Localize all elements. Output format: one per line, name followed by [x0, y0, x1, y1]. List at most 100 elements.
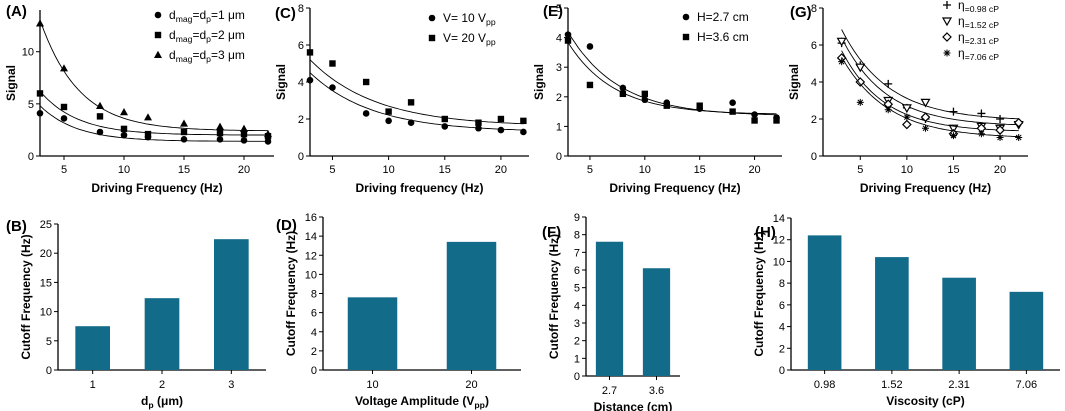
- legend-marker: [428, 34, 436, 42]
- legend-label-part: mag: [176, 14, 193, 24]
- legend-label-part: V= 20 V: [443, 31, 486, 45]
- y-axis-label: Signal: [274, 64, 288, 100]
- y-tick-label: 9: [574, 212, 580, 224]
- x-tick-label: 5: [61, 164, 67, 176]
- data-point: [306, 49, 314, 56]
- data-point: [949, 107, 958, 116]
- legend-label: η=1.52 cP: [958, 14, 999, 30]
- data-point: [329, 84, 336, 91]
- y-tick-label: 3: [574, 318, 580, 330]
- legend-label-part: η: [958, 0, 965, 12]
- x-axis-label: Voltage Amplitude (Vpp): [355, 394, 489, 410]
- y-axis-label: Signal: [532, 64, 546, 100]
- data-point: [838, 58, 846, 66]
- legend-label-part: =2 μm: [211, 28, 245, 42]
- axes: 0 2 4 6 8 Signal 5 10 15 20 Driving frequency (Hz): [274, 3, 529, 195]
- axes: 0 1 2 3 4 5 6 7 8 9 Cutoff Frequency (Hz) 2.7 3.6 Dis…: [547, 212, 680, 411]
- x-tick-label: 2: [159, 379, 165, 391]
- legend-label: V= 10 Vpp: [443, 11, 496, 27]
- fit-curve: [567, 42, 777, 115]
- x-tick-label: 20: [465, 379, 477, 391]
- x-tick-label: 10: [118, 164, 130, 176]
- legend-label-part: p: [206, 34, 211, 44]
- y-tick-label: 16: [305, 212, 317, 224]
- fit-curve: [309, 72, 524, 131]
- y-tick-label: 6: [811, 40, 817, 52]
- panel-label: (F): [542, 224, 561, 241]
- y-tick-label: 4: [811, 77, 817, 89]
- data-point: [1015, 134, 1023, 141]
- data-point: [977, 130, 985, 138]
- series-2: η=1.52 cP: [836, 14, 1024, 134]
- data-point: [884, 79, 893, 88]
- panel-label: (A): [6, 3, 27, 20]
- legend-label: H=3.6 cm: [697, 30, 749, 44]
- legend-marker: [942, 32, 952, 42]
- data-point: [977, 109, 986, 118]
- panel-D: (D) 0 2 4 6 8 10 12 14 16 Cutoff Frequency (Hz) 10 2…: [276, 212, 521, 410]
- x-axis-label-part: Distance (cm): [594, 400, 673, 411]
- data-point: [407, 99, 415, 106]
- panel-label: (C): [275, 5, 296, 22]
- y-tick-label: 5: [574, 283, 580, 295]
- y-tick-label: 2: [556, 92, 562, 104]
- x-axis-label-part: p: [148, 400, 153, 410]
- data-point: [884, 106, 892, 114]
- bar: [595, 241, 624, 376]
- x-axis-label-part: ): [485, 394, 489, 408]
- data-point: [619, 90, 627, 98]
- legend-label-part: =3 μm: [211, 48, 245, 62]
- y-tick-label: 10: [40, 307, 52, 319]
- y-tick-label: 3: [556, 62, 562, 74]
- bar: [642, 268, 671, 376]
- data-point: [60, 115, 68, 122]
- x-axis-label-part: (μm): [154, 394, 183, 408]
- x-axis-label-part: Viscosity (cP): [886, 394, 964, 408]
- data-point: [751, 117, 758, 124]
- data-point: [144, 130, 152, 138]
- y-tick-label: 8: [779, 278, 785, 290]
- legend-marker: [682, 13, 690, 21]
- legend-label-part: η: [958, 14, 965, 28]
- x-tick-label: 2.7: [602, 385, 617, 397]
- y-axis-label: Cutoff Frequency (Hz): [284, 231, 298, 356]
- data-point: [362, 78, 370, 86]
- fit-curve: [841, 29, 1019, 120]
- data-point: [948, 124, 959, 134]
- data-point: [902, 119, 912, 130]
- legend-label-part: p: [206, 54, 211, 64]
- y-tick-label: 20: [40, 248, 52, 260]
- data-point: [773, 117, 780, 124]
- legend-label-part: =0.98 cP: [965, 4, 1000, 14]
- panel-F: (F) 0 1 2 3 4 5 6 7 8 9 Cutoff Frequency (Hz) 2.7 3.6…: [542, 212, 680, 411]
- series-4: η=7.06 cP: [838, 46, 1023, 141]
- panel-label: (H): [755, 224, 776, 241]
- x-tick-label: 2.31: [948, 379, 969, 391]
- x-tick-label: 10: [382, 164, 394, 176]
- y-tick-label: 5: [556, 3, 562, 15]
- y-axis-label: Cutoff Frequency (Hz): [547, 234, 561, 359]
- y-tick-label: 6: [779, 300, 785, 312]
- x-tick-label: 3.6: [649, 385, 664, 397]
- data-point: [586, 81, 594, 89]
- x-axis-label: Driving Frequency (Hz): [860, 181, 991, 195]
- x-axis-label: dp (μm): [141, 394, 183, 410]
- data-point: [120, 131, 128, 139]
- panel-C: (C) 0 2 4 6 8 Signal 5 10 15 20 Driving frequency (…: [274, 3, 529, 195]
- x-tick-label: 15: [439, 164, 451, 176]
- data-point: [216, 136, 224, 143]
- data-point: [240, 124, 248, 132]
- y-tick-label: 10: [773, 256, 785, 268]
- y-tick-label: 2: [779, 343, 785, 355]
- legend-label-part: V= 10 V: [443, 11, 486, 25]
- y-tick-label: 0: [779, 365, 785, 377]
- data-point: [180, 128, 188, 136]
- legend-label-part: =d: [192, 8, 206, 22]
- axes: 0 5 10 Signal 5 10 15 20 Driving Frequency (Hz): [4, 10, 274, 195]
- series-1: η=0.98 cP: [837, 0, 1023, 127]
- legend-label-part: d: [169, 8, 176, 22]
- legend-label-part: =1 μm: [211, 8, 245, 22]
- y-tick-label: 12: [305, 250, 317, 262]
- x-axis-label: Driving frequency (Hz): [355, 181, 483, 195]
